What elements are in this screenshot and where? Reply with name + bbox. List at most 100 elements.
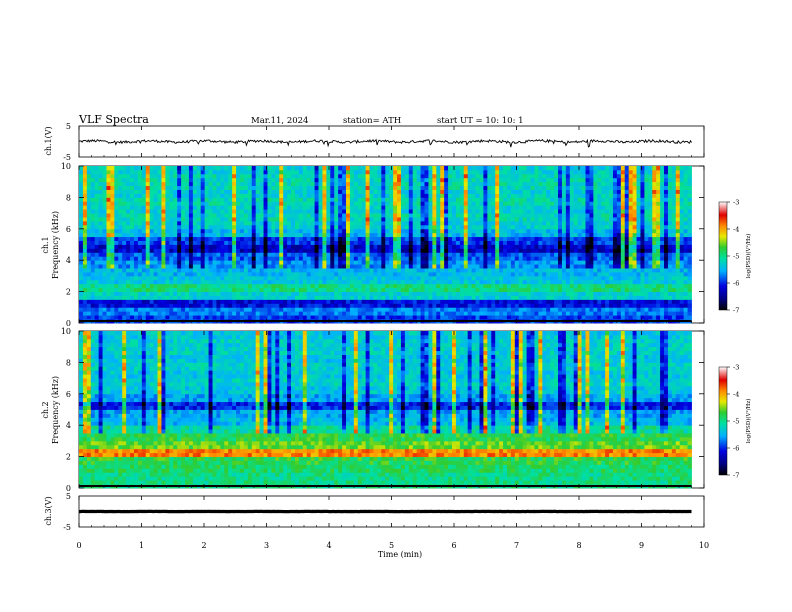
spectrogram-cell <box>98 220 103 226</box>
spectrogram-cell <box>369 213 374 218</box>
spectrogram-cell <box>412 256 418 261</box>
spectrogram-cell <box>479 291 484 296</box>
spectrogram-cell <box>322 244 327 249</box>
spectrogram-cell <box>475 209 480 214</box>
spectrogram-cell <box>506 264 512 269</box>
spectrogram-cell <box>275 213 280 218</box>
spectrogram-cell <box>224 240 229 245</box>
spectrogram-cell <box>149 271 154 277</box>
spectrogram-cell <box>491 311 496 316</box>
spectrogram-cell <box>550 260 555 265</box>
spectrogram-cell <box>263 244 268 249</box>
spectrogram-cell <box>224 287 229 293</box>
spectrogram-cell <box>679 279 685 285</box>
spectrogram-cell <box>412 307 418 312</box>
spectrogram-cell <box>82 295 88 300</box>
spectrogram-cell <box>495 271 500 277</box>
spectrogram-cell <box>149 201 154 206</box>
spectrogram-cell <box>181 283 186 289</box>
spectrogram-cell <box>110 209 115 214</box>
spectrogram-cell <box>542 295 547 300</box>
spectrogram-cell <box>546 315 551 320</box>
spectrogram-cell <box>558 197 563 202</box>
spectrogram-cell <box>495 256 500 261</box>
spectrogram-cell <box>542 287 547 293</box>
spectrogram-cell <box>436 287 441 293</box>
spectrogram-cell <box>137 224 143 230</box>
spectrogram-cell <box>624 213 630 218</box>
spectrogram-cell <box>491 205 496 210</box>
spectrogram-cell <box>86 315 92 320</box>
spectrogram-cell <box>271 209 276 214</box>
spectrogram-cell <box>581 283 586 289</box>
spectrogram-cell <box>624 240 630 245</box>
spectrogram-cell <box>526 283 531 289</box>
spectrogram-cell <box>432 307 437 312</box>
spectrogram-cell <box>448 252 453 257</box>
spectrogram-cell <box>416 291 421 296</box>
spectrogram-cell <box>554 260 559 265</box>
spectrogram-cell <box>585 311 590 316</box>
spectrogram-cell <box>322 228 327 234</box>
spectrogram-cell <box>357 311 363 316</box>
spectrogram-cell <box>137 271 143 277</box>
spectrogram-cell <box>436 271 441 277</box>
spectrogram-cell <box>177 236 182 241</box>
spectrogram-cell <box>640 307 645 312</box>
spectrogram-cell <box>275 224 280 230</box>
spectrogram-cell <box>589 197 594 202</box>
spectrogram-cell <box>404 275 410 281</box>
spectrogram-cell <box>471 201 476 206</box>
spectrogram-cell <box>291 260 296 265</box>
spectrogram-cell <box>224 299 229 304</box>
spectrogram-cell <box>287 244 292 249</box>
spectrogram-cell <box>385 244 390 249</box>
spectrogram-cell <box>455 209 461 214</box>
spectrogram-cell <box>522 224 527 230</box>
spectrogram-cell <box>385 240 390 245</box>
spectrogram-cell <box>259 307 264 312</box>
spectrogram-cell <box>432 224 437 230</box>
spectrogram-cell <box>644 248 649 253</box>
spectrogram-cell <box>400 271 406 277</box>
spectrogram-cell <box>408 256 414 261</box>
spectrogram-cell <box>141 268 147 273</box>
spectrogram-cell <box>404 291 410 296</box>
spectrogram-cell <box>412 209 418 214</box>
spectrogram-cell <box>397 232 402 238</box>
spectrogram-cell <box>102 303 107 308</box>
spectrogram-cell <box>526 252 531 257</box>
spectrogram-cell <box>122 291 127 296</box>
spectrogram-cell <box>283 287 288 293</box>
ch1-waveform-panel: 5 -5 ch.1(V) <box>44 122 705 162</box>
spectrogram-cell <box>542 236 547 241</box>
spectrogram-cell <box>377 295 382 300</box>
spectrogram-cell <box>298 213 304 218</box>
spectrogram-cell <box>326 240 331 245</box>
spectrogram-cell <box>495 291 500 296</box>
spectrogram-cell <box>558 283 563 289</box>
spectrogram-cell <box>612 268 618 273</box>
spectrogram-cell <box>381 224 386 230</box>
spectrogram-cell <box>185 264 190 269</box>
spectrogram-cell <box>581 252 586 257</box>
spectrogram-cell <box>145 232 151 238</box>
spectrogram-cell <box>428 248 433 253</box>
spectrogram-cell <box>275 275 280 281</box>
spectrogram-cell <box>683 205 688 210</box>
spectrogram-cell <box>161 311 166 316</box>
spectrogram-cell <box>452 205 457 210</box>
spectrogram-cell <box>624 303 630 308</box>
spectrogram-cell <box>558 236 563 241</box>
spectrogram-cell <box>428 209 433 214</box>
spectrogram-cell <box>291 213 296 218</box>
spectrogram-cell <box>302 279 308 285</box>
spectrogram-cell <box>369 260 374 265</box>
spectrogram-cell <box>518 228 524 234</box>
spectrogram-cell <box>404 295 410 300</box>
spectrogram-cell <box>188 287 194 293</box>
spectrogram-cell <box>251 213 257 218</box>
spectrogram-cell <box>381 283 386 289</box>
spectrogram-cell <box>185 291 190 296</box>
spectrogram-cell <box>550 213 555 218</box>
